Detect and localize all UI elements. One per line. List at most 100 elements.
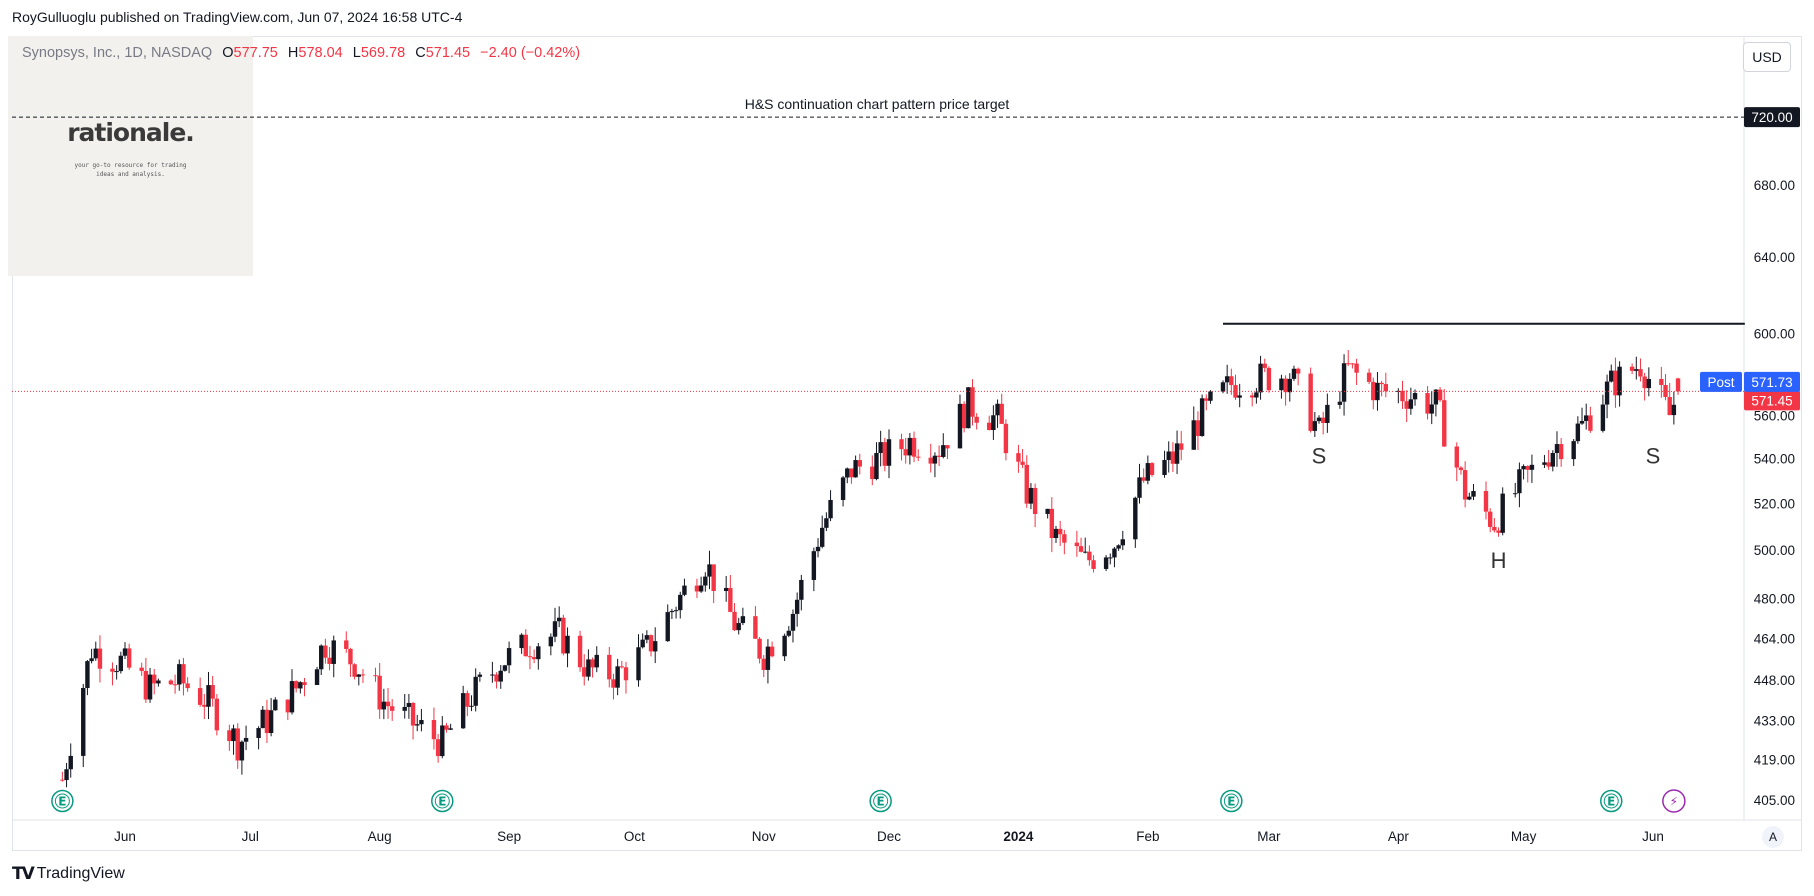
- tradingview-brand[interactable]: 𝗧𝗩 TradingView: [12, 864, 125, 884]
- candle-body: [757, 638, 762, 659]
- last-price-badge: [1744, 390, 1800, 411]
- candle-body: [235, 728, 240, 761]
- tradingview-logo-icon: 𝗧𝗩: [12, 864, 35, 884]
- candle-body: [1667, 397, 1672, 416]
- candles-group: [60, 350, 1681, 788]
- candle-body: [1584, 415, 1589, 421]
- candle-body: [293, 681, 299, 689]
- candle-body: [1554, 444, 1560, 453]
- candle-body: [970, 387, 975, 417]
- candle-body: [1195, 420, 1201, 436]
- candle-body: [673, 610, 679, 612]
- candle-body: [1513, 493, 1518, 495]
- candle-body: [1659, 378, 1664, 385]
- candle-body: [319, 645, 324, 670]
- last-price-badge-label: 571.45: [1751, 393, 1792, 408]
- candle-body: [460, 693, 466, 729]
- candle-body: [147, 674, 153, 700]
- candle-body: [1032, 487, 1038, 514]
- candle-body: [402, 706, 407, 711]
- candle-body: [882, 442, 888, 466]
- price-tick-label: 540.00: [1754, 452, 1795, 467]
- post-price-badge-label: 571.73: [1751, 375, 1792, 390]
- time-tick-label: Dec: [877, 829, 901, 844]
- currency-button[interactable]: USD: [1743, 42, 1791, 72]
- candle-body: [811, 551, 817, 580]
- candle-body: [1003, 423, 1009, 454]
- candle-body: [1638, 369, 1643, 377]
- candle-body: [1500, 493, 1505, 533]
- candle-body: [97, 648, 103, 669]
- candle-body: [1133, 497, 1138, 540]
- candle-body: [966, 387, 971, 429]
- candle-body: [260, 709, 265, 729]
- candle-body: [185, 683, 190, 689]
- candle-body: [957, 403, 963, 449]
- candle-body: [1103, 557, 1109, 569]
- candle-body: [527, 656, 533, 658]
- candle-body: [1258, 363, 1263, 393]
- candle-body: [644, 635, 650, 640]
- candle-body: [1404, 401, 1409, 409]
- candle-body: [1049, 508, 1055, 539]
- candle-body: [636, 647, 641, 681]
- chart-frame: [12, 36, 1802, 851]
- candle-body: [1091, 560, 1096, 569]
- candle-body: [820, 527, 825, 547]
- candle-body: [373, 675, 378, 677]
- candle-body: [1442, 400, 1447, 447]
- candle-body: [1634, 369, 1639, 371]
- candle-body: [728, 587, 733, 612]
- auto-scale-button[interactable]: A: [1762, 826, 1784, 848]
- candle-body: [389, 706, 395, 711]
- time-tick-label: Nov: [752, 829, 776, 844]
- candle-body: [1408, 399, 1414, 409]
- candle-body: [243, 737, 249, 742]
- candle-body: [703, 576, 708, 586]
- candle-body: [986, 422, 992, 431]
- candle-body: [206, 685, 211, 707]
- candle-body: [410, 702, 416, 726]
- candle-body: [344, 640, 349, 649]
- candle-body: [1024, 464, 1029, 504]
- candle-body: [348, 648, 353, 665]
- candle-body: [519, 634, 524, 649]
- symbol-legend[interactable]: Synopsys, Inc., 1D, NASDAQ O577.75 H578.…: [22, 45, 580, 61]
- candle-body: [1254, 392, 1259, 398]
- candle-body: [845, 468, 850, 478]
- candle-body: [536, 646, 541, 660]
- candle-body: [1016, 453, 1021, 462]
- candle-body: [1350, 363, 1355, 365]
- candle-body: [974, 416, 979, 423]
- candle-body: [210, 685, 215, 699]
- candle-body: [1613, 370, 1618, 396]
- candle-body: [1642, 376, 1647, 389]
- candle-body: [648, 635, 654, 652]
- price-tick-label: 500.00: [1754, 543, 1795, 558]
- candle-body: [1454, 446, 1459, 468]
- candle-body: [465, 693, 470, 707]
- candle-body: [1467, 496, 1472, 500]
- candle-body: [698, 585, 704, 592]
- candle-body: [60, 779, 65, 781]
- price-tick-label: 600.00: [1754, 327, 1795, 342]
- candle-body: [523, 634, 528, 657]
- candle-body: [903, 449, 908, 456]
- earnings-marker-ring: [1603, 793, 1619, 809]
- candle-body: [857, 460, 862, 467]
- time-tick-label: Feb: [1136, 829, 1159, 844]
- candle-body: [1433, 389, 1439, 405]
- candle-body: [1600, 404, 1606, 431]
- candle-body: [548, 636, 554, 647]
- candle-body: [1045, 508, 1050, 514]
- price-target-badge-label: 720.00: [1751, 110, 1792, 125]
- candle-body: [114, 671, 119, 673]
- candle-body: [961, 403, 967, 429]
- candle-body: [273, 699, 278, 711]
- candle-body: [298, 682, 303, 689]
- candle-body: [1312, 421, 1318, 431]
- candle-body: [1020, 461, 1025, 465]
- publish-line: RoyGulluoglu published on TradingView.co…: [12, 9, 463, 25]
- rationale-logo: rationale. your go-to resource for tradi…: [8, 36, 253, 276]
